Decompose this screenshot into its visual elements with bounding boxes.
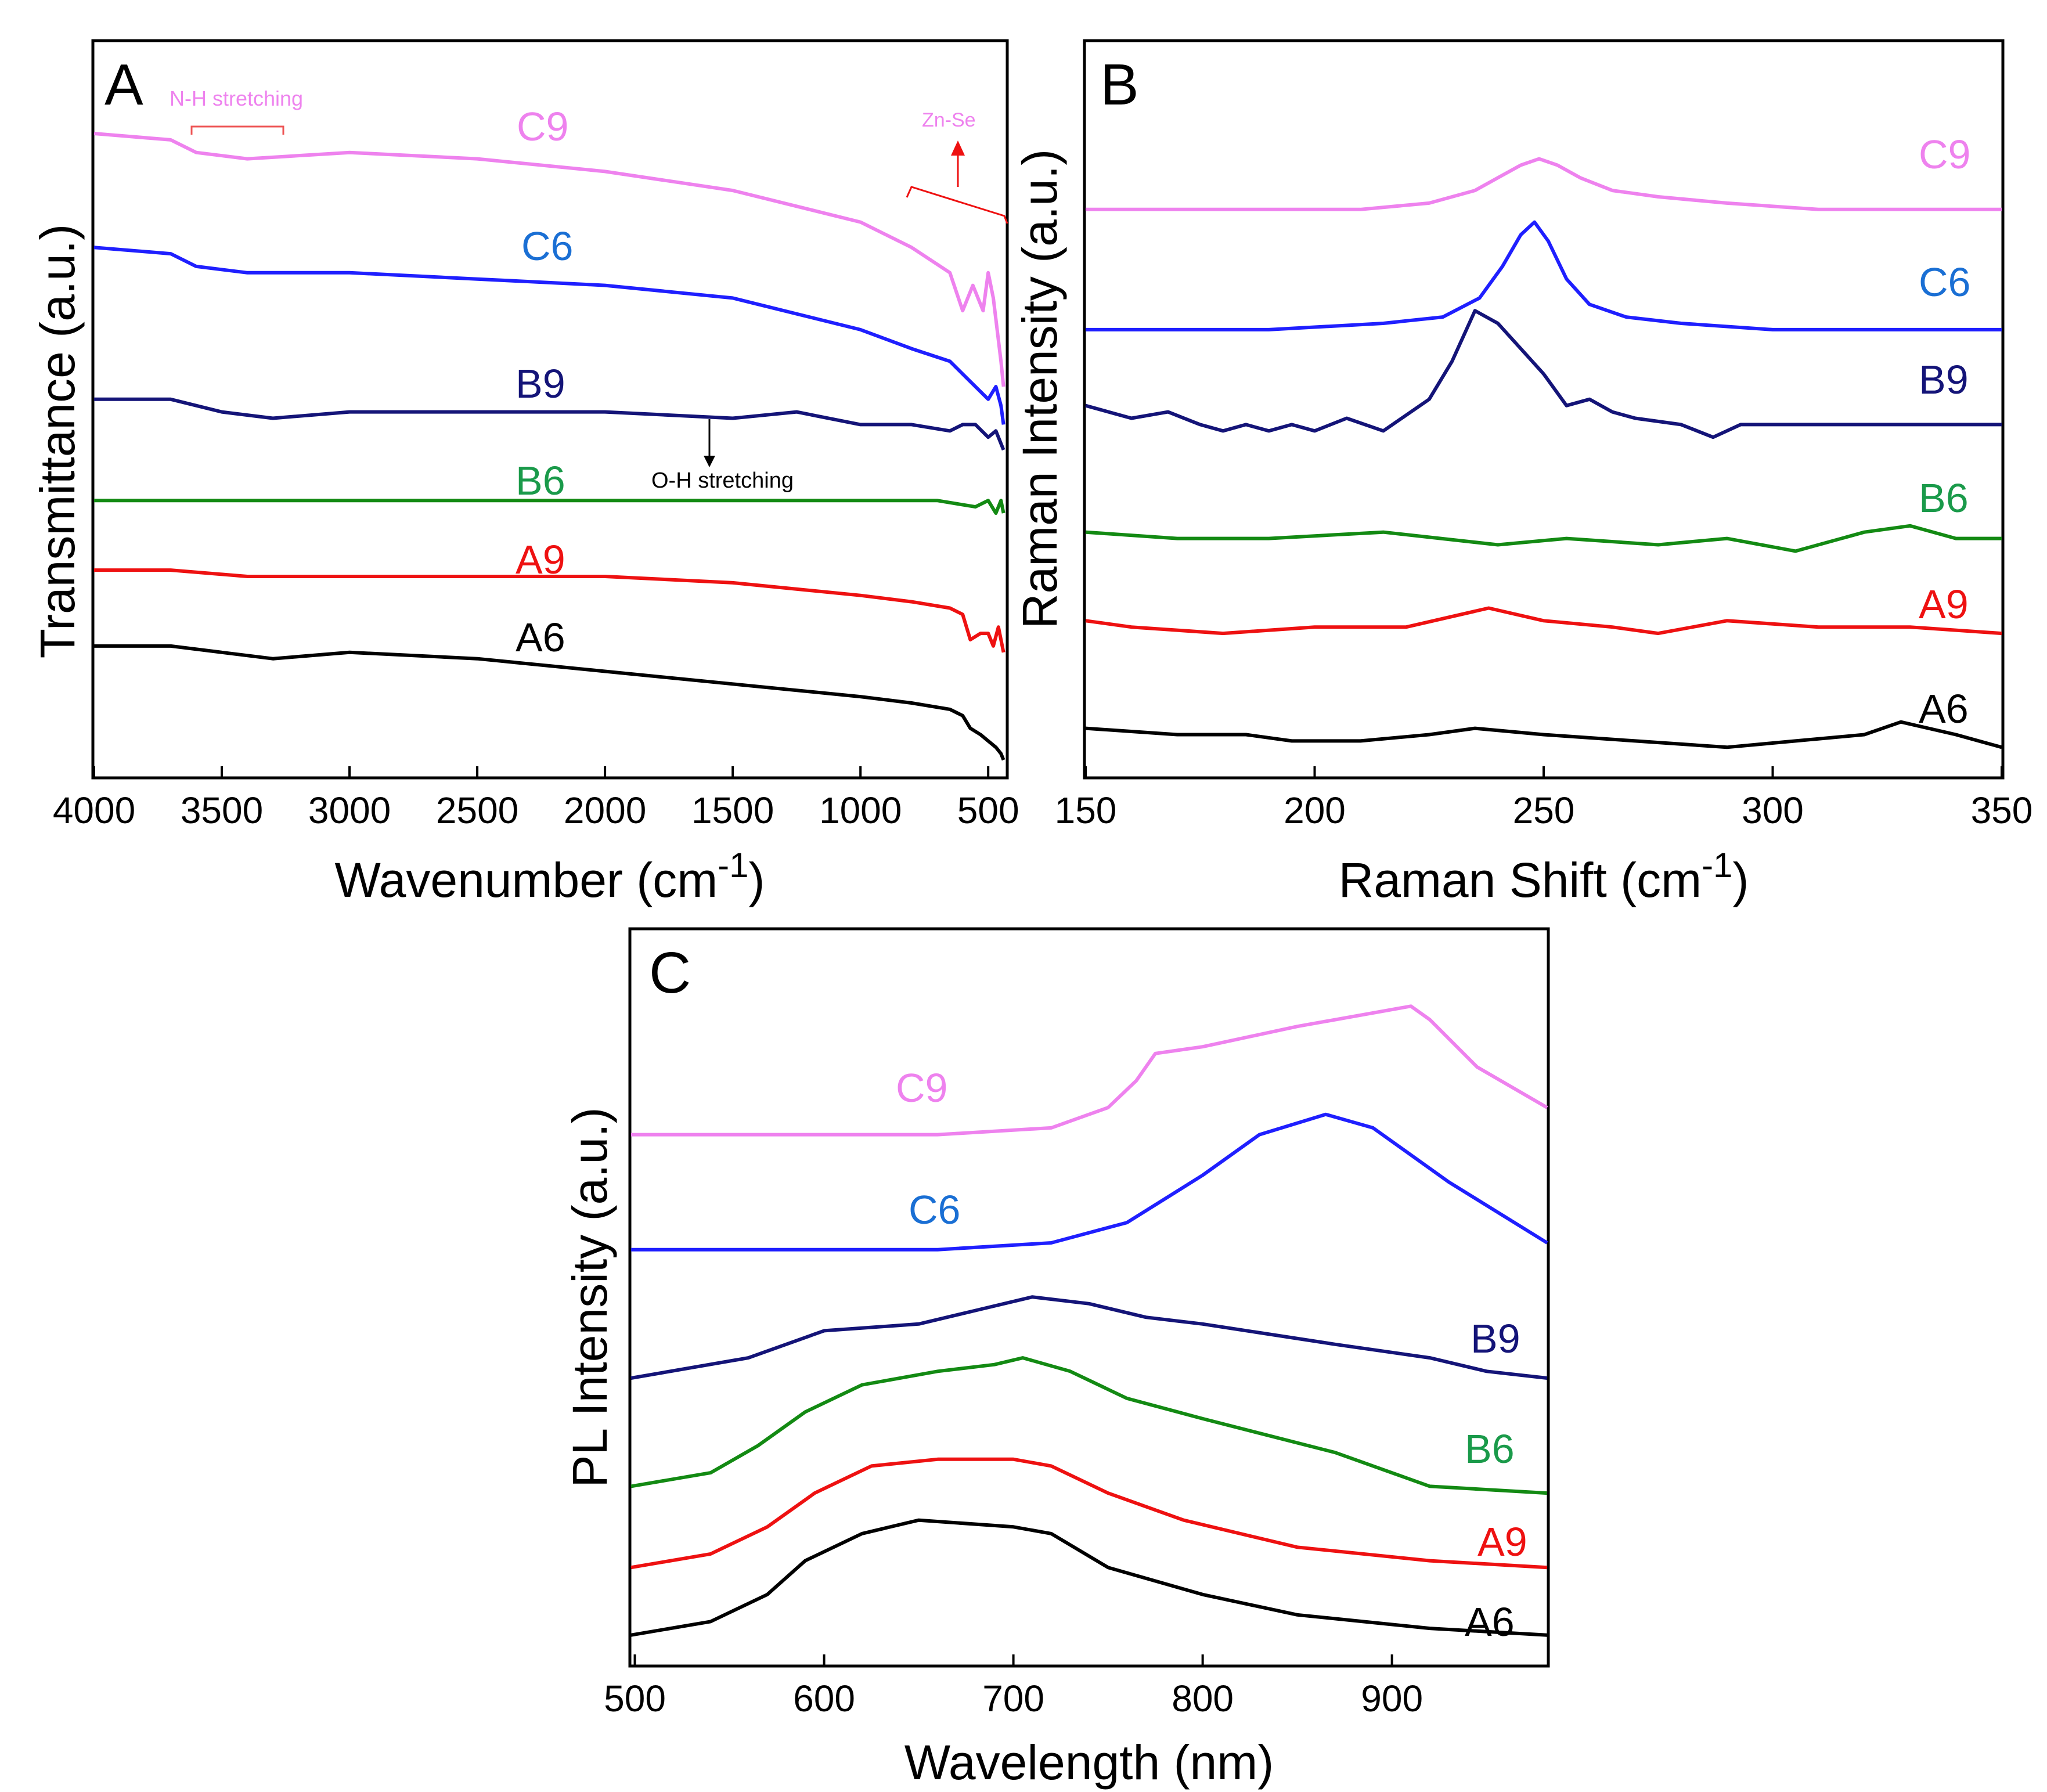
series-label-c6: C6 bbox=[521, 223, 573, 269]
series-labels: C9 C6 B9 B6 A9 A6 bbox=[1919, 132, 1970, 731]
x-tick-label: 700 bbox=[982, 1678, 1044, 1719]
x-axis-title: Wavelength (nm) bbox=[904, 1735, 1274, 1790]
series-label-b9: B9 bbox=[1919, 357, 1969, 402]
x-axis: 150 200 250 300 350 bbox=[1055, 766, 2033, 831]
panel-b-raman: B C9 C6 B9 B6 A9 A6 150 200 250 300 350 Rama… bbox=[1012, 39, 2033, 907]
series-label-a9: A9 bbox=[516, 537, 565, 582]
series-line-a9 bbox=[630, 1457, 1548, 1570]
x-tick-label: 1000 bbox=[819, 789, 902, 831]
series-label-c9: C9 bbox=[1919, 132, 1970, 177]
series-line-b9 bbox=[94, 397, 1006, 451]
series-line-c6 bbox=[1086, 220, 2002, 331]
series-line-c9 bbox=[93, 132, 1006, 387]
annotation-oh-stretching: O-H stretching bbox=[651, 468, 794, 493]
series-line-a6 bbox=[1085, 720, 2002, 749]
x-tick-label: 800 bbox=[1172, 1678, 1234, 1719]
series-line-b6 bbox=[630, 1356, 1548, 1495]
panel-label: A bbox=[104, 52, 143, 117]
panel-label: C bbox=[649, 940, 691, 1005]
x-tick-label: 3500 bbox=[181, 789, 263, 831]
annotation-zn-se: Zn-Se bbox=[922, 109, 976, 131]
panel-a-ftir: A C9 C6 B9 B6 A9 A6 N-H stretching Zn-Se… bbox=[30, 39, 1019, 907]
series-line-a9 bbox=[94, 568, 1006, 653]
series-label-a6: A6 bbox=[1465, 1599, 1515, 1645]
series-label-c6: C6 bbox=[909, 1187, 960, 1232]
x-axis: 500 600 700 800 900 bbox=[604, 1654, 1423, 1719]
series-lines bbox=[93, 132, 1006, 761]
x-tick-label: 500 bbox=[604, 1678, 666, 1719]
series-line-b6 bbox=[94, 499, 1006, 515]
x-axis-title: Wavenumber (cm-1) bbox=[334, 846, 765, 907]
series-labels: C9 C6 B9 B6 A9 A6 bbox=[516, 104, 573, 660]
x-tick-label: 500 bbox=[957, 789, 1019, 831]
annotation-zn-se-bracket bbox=[906, 186, 1008, 224]
panel-label: B bbox=[1100, 52, 1139, 117]
x-tick-label: 2500 bbox=[436, 789, 518, 831]
y-axis-title: Transmittance (a.u.) bbox=[30, 224, 85, 658]
annotation-nh-stretching: N-H stretching bbox=[170, 86, 303, 110]
x-axis-title: Raman Shift (cm-1) bbox=[1339, 846, 1749, 907]
series-label-a9: A9 bbox=[1919, 582, 1969, 627]
annotation-nh-bracket bbox=[190, 125, 284, 135]
series-line-c6 bbox=[93, 246, 1006, 425]
series-label-b9: B9 bbox=[1471, 1316, 1520, 1361]
x-tick-label: 2000 bbox=[564, 789, 646, 831]
x-axis: 4000 3500 3000 2500 2000 1500 1000 500 bbox=[53, 766, 1019, 831]
series-line-b9 bbox=[630, 1295, 1548, 1380]
x-tick-label: 350 bbox=[1971, 789, 2033, 831]
x-tick-label: 250 bbox=[1513, 789, 1575, 831]
series-line-b9 bbox=[1085, 309, 2002, 439]
series-lines bbox=[1085, 157, 2002, 749]
series-label-c9: C9 bbox=[896, 1065, 947, 1110]
series-label-c6: C6 bbox=[1919, 259, 1970, 305]
x-tick-label: 600 bbox=[793, 1678, 855, 1719]
series-label-c9: C9 bbox=[517, 104, 568, 149]
x-tick-label: 300 bbox=[1742, 789, 1804, 831]
plot-frame bbox=[628, 927, 1550, 1668]
annotation-oh-arrowhead bbox=[704, 456, 715, 467]
series-line-c6 bbox=[631, 1112, 1548, 1252]
series-label-a6: A6 bbox=[516, 615, 565, 660]
panel-c-pl: C C9 C6 B9 B6 A9 A6 500 600 700 800 900 Wave… bbox=[563, 927, 1550, 1790]
series-label-b6: B6 bbox=[516, 458, 565, 503]
series-labels: C9 C6 B9 B6 A9 A6 bbox=[896, 1065, 1527, 1645]
x-tick-label: 900 bbox=[1361, 1678, 1423, 1719]
series-label-b6: B6 bbox=[1919, 475, 1969, 521]
series-line-c9 bbox=[1086, 157, 2002, 211]
series-line-b6 bbox=[1085, 524, 2002, 553]
series-line-a6 bbox=[630, 1518, 1548, 1637]
series-label-b6: B6 bbox=[1465, 1426, 1515, 1472]
x-tick-label: 1500 bbox=[691, 789, 774, 831]
series-line-a9 bbox=[1085, 606, 2002, 636]
y-axis-title: Raman Intensity (a.u.) bbox=[1012, 149, 1067, 629]
x-tick-label: 200 bbox=[1284, 789, 1346, 831]
annotations: N-H stretching Zn-Se O-H stretching bbox=[170, 86, 1008, 493]
x-tick-label: 3000 bbox=[308, 789, 391, 831]
series-line-c9 bbox=[631, 1004, 1548, 1137]
y-axis-title: PL Intensity (a.u.) bbox=[563, 1107, 617, 1487]
series-label-a9: A9 bbox=[1477, 1519, 1527, 1564]
series-label-a6: A6 bbox=[1919, 686, 1969, 731]
plot-frame bbox=[1083, 39, 2005, 780]
series-line-a6 bbox=[94, 644, 1006, 761]
x-tick-label: 150 bbox=[1055, 789, 1117, 831]
series-lines bbox=[630, 1004, 1548, 1637]
annotation-zn-se-arrowhead bbox=[951, 140, 965, 156]
series-label-b9: B9 bbox=[516, 361, 565, 406]
plot-frame bbox=[91, 39, 1009, 780]
x-tick-label: 4000 bbox=[53, 789, 135, 831]
